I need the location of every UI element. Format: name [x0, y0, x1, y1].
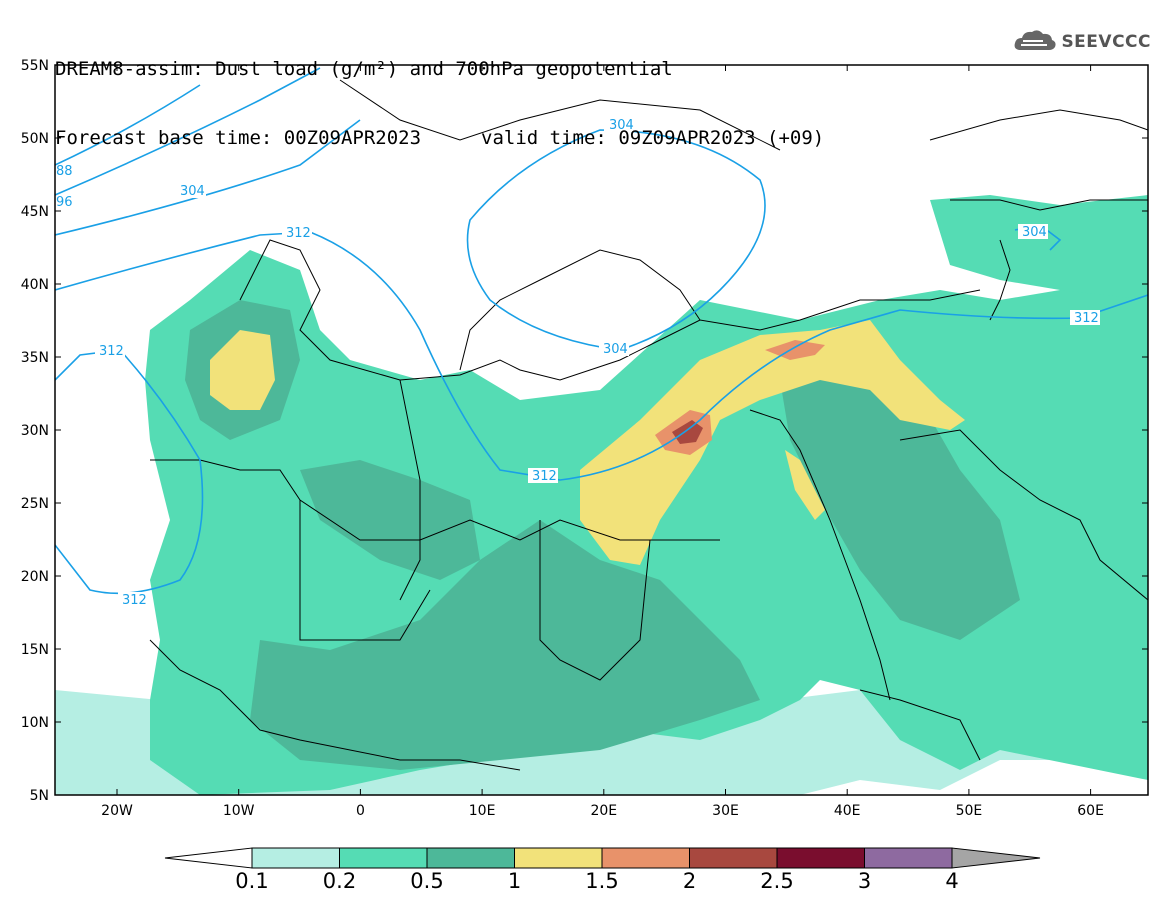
contour-label: 312	[1074, 311, 1099, 326]
lat-tick-label: 5N	[30, 788, 49, 804]
dust-band-0.5-arabia	[780, 360, 1020, 640]
lat-tick-label: 45N	[21, 204, 49, 220]
contour-label: 304	[180, 184, 205, 199]
dust-field	[55, 195, 1148, 795]
lon-tick-label: 10E	[469, 803, 496, 819]
colorbar-label: 1.5	[585, 869, 618, 893]
dust-band-0.5-sahel	[250, 520, 760, 770]
lon-tick-label: 10W	[223, 803, 255, 819]
contour-labels: 304 304 304 304 312 312 312 312 312 88 9…	[56, 117, 1100, 608]
longitude-axis: 20W 10W 0 10E 20E 30E 40E 50E 60E	[101, 65, 1104, 819]
colorbar-segment	[689, 847, 778, 869]
colorbar: 0.1 0.2 0.5 1 1.5 2 2.5 3 4	[164, 847, 1041, 893]
colorbar-label: 0.1	[235, 869, 268, 893]
lon-tick-label: 40E	[834, 803, 861, 819]
colorbar-segment	[776, 847, 865, 869]
dust-band-0.2-caspian	[930, 195, 1148, 300]
lat-tick-label: 15N	[21, 642, 49, 658]
lon-tick-label: 0	[356, 803, 365, 819]
colorbar-segment	[426, 847, 515, 869]
colorbar-label: 2.5	[760, 869, 793, 893]
dust-band-1-redsea	[785, 450, 825, 520]
colorbar-upper-extend	[951, 847, 1041, 869]
lon-tick-label: 20E	[590, 803, 617, 819]
colorbar-segment	[339, 847, 428, 869]
colorbar-label: 1	[508, 869, 521, 893]
colorbar-label: 0.2	[323, 869, 356, 893]
colorbar-segment	[514, 847, 603, 869]
contour-label: 304	[1022, 225, 1047, 240]
lon-tick-label: 20W	[101, 803, 133, 819]
colorbar-lower-extend	[164, 847, 253, 869]
lat-tick-label: 50N	[21, 131, 49, 147]
lon-tick-label: 60E	[1077, 803, 1104, 819]
contour-label: 304	[603, 342, 628, 357]
lat-tick-label: 25N	[21, 496, 49, 512]
dust-band-1-egypt	[580, 320, 965, 565]
colorbar-label: 3	[858, 869, 871, 893]
map-title: DREAM8-assim: Dust load (g/m²) and 700hP…	[55, 12, 824, 173]
logo-text: SEEVCCC	[1061, 32, 1151, 52]
contour-label: 96	[56, 195, 73, 210]
lat-tick-label: 35N	[21, 350, 49, 366]
dust-band-2	[672, 420, 703, 444]
valid-time: valid time: 09Z09APR2023 (+09)	[481, 127, 825, 149]
contour-label: 312	[286, 226, 311, 241]
contour-label: 312	[532, 469, 557, 484]
lon-tick-label: 50E	[956, 803, 983, 819]
colorbar-label: 4	[945, 869, 958, 893]
colorbar-segment	[251, 847, 340, 869]
contour-label: 312	[122, 593, 147, 608]
lat-tick-label: 20N	[21, 569, 49, 585]
dust-band-0.5-central	[300, 460, 480, 580]
contour-label: 88	[56, 164, 73, 179]
lat-tick-label: 30N	[21, 423, 49, 439]
coastlines	[149, 79, 1148, 771]
latitude-axis: 55N 50N 45N 40N 35N 30N 25N 20N 15N 10N 5N	[21, 58, 1148, 804]
seevccc-logo: SEEVCCC	[1013, 28, 1151, 56]
colorbar-label: 2	[683, 869, 696, 893]
cloud-icon	[1013, 28, 1057, 56]
base-time: Forecast base time: 00Z09APR2023	[55, 127, 422, 149]
colorbar-segment	[601, 847, 690, 869]
dust-band-1-morocco	[210, 330, 275, 410]
lat-tick-label: 40N	[21, 277, 49, 293]
lat-tick-label: 10N	[21, 715, 49, 731]
lat-tick-label: 55N	[21, 58, 49, 74]
lon-tick-label: 30E	[712, 803, 739, 819]
contour-label: 312	[99, 344, 124, 359]
title-line: DREAM8-assim: Dust load (g/m²) and 700hP…	[55, 58, 673, 80]
colorbar-label: 0.5	[410, 869, 443, 893]
dust-band-1.5-levant	[765, 340, 825, 360]
contour-label: 304	[609, 118, 634, 133]
colorbar-segment	[864, 847, 953, 869]
